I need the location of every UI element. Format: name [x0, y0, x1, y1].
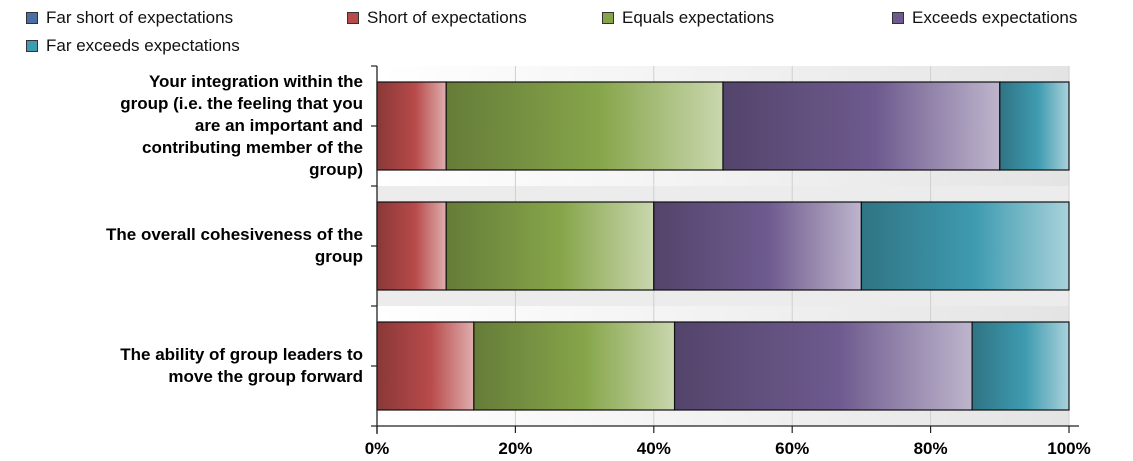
- bar-segment: [860, 201, 1070, 291]
- legend-swatch: [347, 12, 359, 24]
- legend-item: Exceeds expectations: [892, 8, 1077, 28]
- legend-swatch: [26, 40, 38, 52]
- bar-segment: [445, 201, 655, 291]
- legend-label: Exceeds expectations: [912, 8, 1078, 27]
- legend-label: Far short of expectations: [46, 8, 234, 27]
- y-category-label: Your integration within the group (i.e. …: [120, 72, 363, 179]
- legend-item: Short of expectations: [347, 8, 527, 28]
- x-tick-label: 20%: [498, 439, 532, 458]
- legend-label: Short of expectations: [367, 8, 527, 27]
- bar-segment: [722, 81, 1001, 171]
- x-tick-label: 100%: [1047, 439, 1090, 458]
- x-tick-label: 80%: [914, 439, 948, 458]
- legend-item: Far short of expectations: [26, 8, 233, 28]
- x-tick-label: 0%: [365, 439, 390, 458]
- y-category-label: The ability of group leaders to move the…: [120, 345, 363, 386]
- bar-segment: [971, 321, 1070, 411]
- bar-segment: [653, 201, 862, 291]
- bar-segment: [376, 201, 447, 291]
- legend-swatch: [26, 12, 38, 24]
- x-tick-label: 40%: [637, 439, 671, 458]
- x-tick-label: 60%: [775, 439, 809, 458]
- legend-swatch: [892, 12, 904, 24]
- chart-legend: Far short of expectations Short of expect…: [26, 8, 1126, 60]
- bar-segment: [473, 321, 676, 411]
- legend-swatch: [602, 12, 614, 24]
- bar-segment: [999, 81, 1070, 171]
- y-axis-labels: Your integration within the group (i.e. …: [0, 0, 363, 461]
- bar-segment: [376, 81, 447, 171]
- legend-item: Far exceeds expectations: [26, 36, 240, 56]
- bar-segment: [673, 321, 973, 411]
- legend-item: Equals expectations: [602, 8, 774, 28]
- legend-label: Far exceeds expectations: [46, 36, 240, 55]
- legend-label: Equals expectations: [622, 8, 775, 27]
- y-category-label: The overall cohesiveness of the group: [106, 225, 363, 266]
- bar-segment: [445, 81, 724, 171]
- bar-segment: [376, 321, 475, 411]
